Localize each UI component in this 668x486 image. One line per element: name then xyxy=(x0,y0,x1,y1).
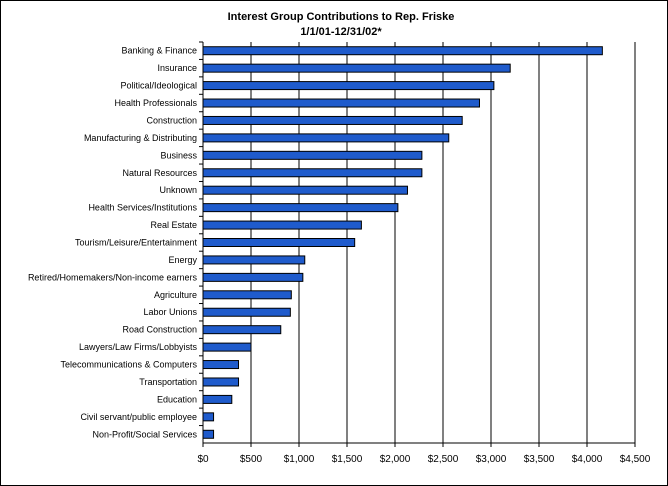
bar xyxy=(202,377,240,387)
bar xyxy=(202,133,450,143)
category-label: Real Estate xyxy=(150,220,197,230)
category-label: Natural Resources xyxy=(122,168,197,178)
category-label: Road Construction xyxy=(122,325,197,335)
category-label: Education xyxy=(157,394,197,404)
x-tick-label: $1,500 xyxy=(332,454,363,465)
axes xyxy=(199,41,636,447)
x-tick-label: $3,500 xyxy=(524,454,555,465)
bar xyxy=(202,150,423,160)
bar xyxy=(202,168,423,178)
bar xyxy=(202,185,408,195)
bar xyxy=(202,342,252,352)
category-label: Transportation xyxy=(139,377,197,387)
x-tick-label: $2,500 xyxy=(428,454,459,465)
category-label: Tourism/Leisure/Entertainment xyxy=(75,238,198,248)
bar xyxy=(202,429,215,439)
x-tick-label: $4,000 xyxy=(572,454,603,465)
gridlines xyxy=(250,42,636,443)
category-label: Retired/Homemakers/Non-income earners xyxy=(28,272,198,282)
category-label: Lawyers/Law Firms/Lobbyists xyxy=(79,342,198,352)
category-label: Telecommunications & Computers xyxy=(60,360,197,370)
bar xyxy=(202,394,233,404)
bar xyxy=(202,360,240,370)
bar xyxy=(202,115,463,125)
bar xyxy=(202,290,292,300)
bar xyxy=(202,272,304,282)
x-tick-label: $2,000 xyxy=(380,454,411,465)
category-label: Insurance xyxy=(157,63,197,73)
x-tick-label: $500 xyxy=(240,454,263,465)
category-label: Agriculture xyxy=(154,290,197,300)
x-tick-label: $3,000 xyxy=(476,454,507,465)
category-labels: Banking & Finance Insurance Political/Ideo… xyxy=(28,46,198,440)
category-label: Business xyxy=(160,150,197,160)
category-label: Non-Profit/Social Services xyxy=(92,429,197,439)
bar xyxy=(202,325,282,335)
category-label: Civil servant/public employee xyxy=(80,412,197,422)
bar xyxy=(202,98,480,108)
bar xyxy=(202,63,511,73)
bar xyxy=(202,238,356,247)
bar xyxy=(202,203,399,213)
bar xyxy=(202,255,306,265)
bar xyxy=(202,307,291,317)
x-tick-label: $4,500 xyxy=(620,454,651,465)
category-label: Banking & Finance xyxy=(121,46,197,56)
chart-title: Interest Group Contributions to Rep. Fri… xyxy=(228,11,455,23)
category-label: Construction xyxy=(146,115,197,125)
category-label: Energy xyxy=(168,255,197,265)
category-label: Health Professionals xyxy=(114,98,197,108)
bar xyxy=(202,220,362,230)
category-label: Labor Unions xyxy=(143,307,197,317)
chart-subtitle: 1/1/01-12/31/02* xyxy=(300,26,382,38)
category-label: Health Services/Institutions xyxy=(88,203,197,213)
tick-labels: $0 $500 $1,000 $1,500 $2,000 $2,500 $3,000 $3,5… xyxy=(197,454,650,465)
category-label: Political/Ideological xyxy=(120,81,197,91)
category-label: Unknown xyxy=(159,185,197,195)
bar xyxy=(202,412,215,422)
x-tick-label: $0 xyxy=(197,454,209,465)
x-tick-label: $1,000 xyxy=(284,454,315,465)
bars xyxy=(202,46,603,439)
bar xyxy=(202,81,495,91)
bar xyxy=(202,46,603,56)
category-label: Manufacturing & Distributing xyxy=(84,133,197,143)
